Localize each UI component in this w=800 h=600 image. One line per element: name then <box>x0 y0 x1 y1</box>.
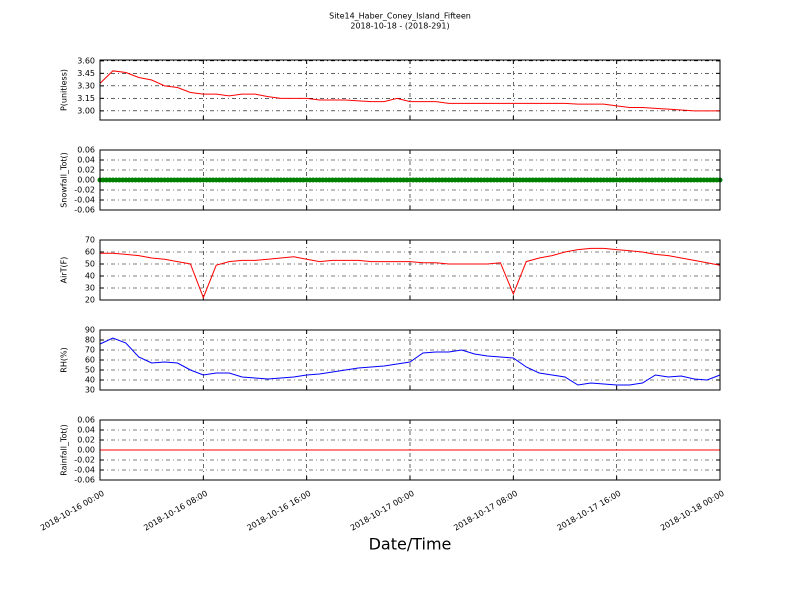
plot-frame <box>99 329 721 391</box>
y-axis-label: Rainfall_Tot() <box>60 424 69 476</box>
plot-frame <box>99 239 721 301</box>
chart-subtitle: 2018-10-18 - (2018-291) <box>350 22 449 31</box>
y-tick-label: 80 <box>85 336 95 345</box>
x-tick-label: 2018-10-17 16:00 <box>556 489 623 533</box>
y-tick-label: 3.30 <box>77 81 95 90</box>
y-tick-label: -0.02 <box>74 456 95 465</box>
y-tick-label: 0.06 <box>77 146 95 155</box>
x-tick-label: 2018-10-17 08:00 <box>452 489 519 533</box>
y-tick-label: -0.04 <box>74 466 95 475</box>
y-tick-label: 0.00 <box>77 176 95 185</box>
y-axis-label: AirT(F) <box>60 257 69 284</box>
y-tick-label: 70 <box>85 346 95 355</box>
y-tick-label: 30 <box>85 284 95 293</box>
plot-frame <box>99 419 721 481</box>
plot-frame <box>99 59 721 121</box>
y-tick-label: 90 <box>85 326 95 335</box>
y-tick-label: 0.06 <box>77 416 95 425</box>
y-tick-label: -0.04 <box>74 196 95 205</box>
y-tick-label: 3.00 <box>77 106 95 115</box>
y-tick-label: 0.00 <box>77 446 95 455</box>
y-tick-label: 3.45 <box>77 69 95 78</box>
y-tick-label: 0.02 <box>77 166 95 175</box>
y-tick-label: -0.06 <box>74 206 95 215</box>
y-tick-label: 40 <box>85 272 95 281</box>
x-tick-label: 2018-10-16 16:00 <box>246 489 313 533</box>
y-tick-label: 0.04 <box>77 156 95 165</box>
data-line <box>99 70 720 112</box>
y-tick-label: 50 <box>85 366 95 375</box>
y-tick-label: -0.02 <box>74 186 95 195</box>
x-tick-label: 2018-10-18 00:00 <box>659 489 726 533</box>
y-tick-label: -0.06 <box>74 476 95 485</box>
y-tick-label: 50 <box>85 260 95 269</box>
y-tick-label: 20 <box>85 296 95 305</box>
plot-frame <box>99 149 721 211</box>
y-tick-label: 60 <box>85 248 95 257</box>
y-tick-label: 0.04 <box>77 426 95 435</box>
y-tick-label: 30 <box>85 386 95 395</box>
data-line <box>100 247 721 299</box>
x-axis-label: Date/Time <box>369 535 452 554</box>
x-tick-label: 2018-10-16 08:00 <box>142 489 209 533</box>
y-axis-label: RH(%) <box>60 347 69 372</box>
x-tick-label: 2018-10-16 00:00 <box>39 489 106 533</box>
y-tick-label: 70 <box>85 236 95 245</box>
y-tick-label: 40 <box>85 376 95 385</box>
y-axis-label: Snowfall_Tot() <box>60 152 69 208</box>
y-axis-label: P(unitless) <box>60 69 69 111</box>
y-tick-label: 3.15 <box>77 94 95 103</box>
y-tick-label: 3.60 <box>77 56 95 65</box>
chart-title: Site14_Haber_Coney_Island_Fifteen <box>329 12 471 21</box>
x-tick-label: 2018-10-17 00:00 <box>349 489 416 533</box>
data-line <box>99 337 721 386</box>
y-tick-label: 60 <box>85 356 95 365</box>
y-tick-label: 0.02 <box>77 436 95 445</box>
